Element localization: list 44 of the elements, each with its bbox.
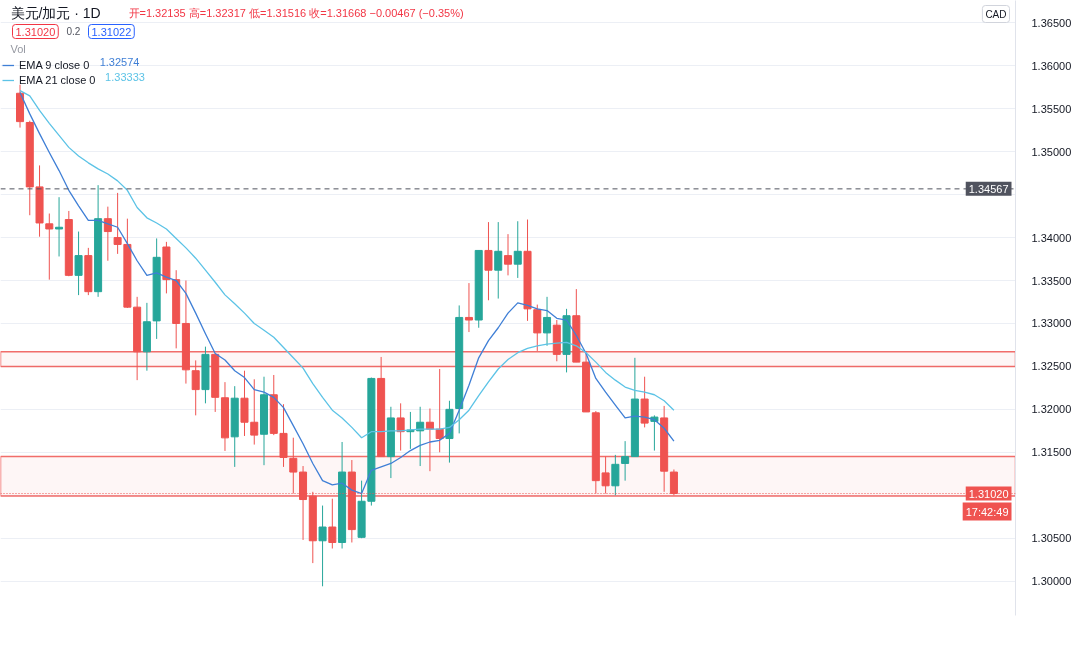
legend-label: EMA 21 close 0 [19,73,96,86]
candlestick [484,221,493,301]
y-tick-label: 1.33000 [1031,317,1072,330]
y-tick-label: 1.33500 [1031,274,1072,287]
annotation: 1.31020 [15,25,56,38]
y-tick-label: 1.30500 [1031,532,1072,545]
candlestick [503,233,513,276]
y-tick-label: 1.30000 [1031,575,1072,588]
y-axis-title: CAD [985,8,1007,20]
candlestick [318,505,327,587]
candlestick [396,402,405,452]
y-tick-label: 1.32000 [1031,403,1072,416]
ref-line-label: 1.31020 [968,487,1009,500]
candlestick [543,296,552,347]
annotation: Vol [10,42,26,55]
y-tick-label: 1.35500 [1031,102,1072,115]
candlestick [464,282,473,333]
annotation: 0.2 [66,25,81,37]
legend-label: EMA 9 close 0 [19,58,90,71]
annotation: 1.31022 [91,25,132,38]
candlestick [191,359,200,416]
text: 17:42:49 [965,505,1009,518]
ref-line-label: 1.34567 [968,182,1009,195]
y-tick-label: 1.36000 [1031,59,1072,72]
y-tick-label: 1.35000 [1031,145,1072,158]
candlestick [494,221,503,300]
candlestick [328,498,337,549]
candlestick [103,206,112,262]
y-tick-label: 1.34000 [1031,231,1072,244]
candlestick [513,220,522,279]
candlestick [611,454,620,496]
y-tick-label: 1.36500 [1031,16,1072,29]
candlestick [250,378,259,446]
candlestick [45,213,54,281]
candlestick [55,196,64,257]
annotation: 1.32574 [99,56,140,68]
candlestick [74,231,83,296]
chart-title: 美元/加元 · 1D [10,4,101,21]
text: 开=1.32135 高=1.32317 低=1.31516 收=1.31668 −0.00467 (−0.35%) [128,6,464,19]
annotation: 1.33333 [105,71,145,83]
candlestick [533,304,542,352]
y-tick-label: 1.31500 [1031,446,1072,459]
candlestick [621,440,630,482]
y-tick-label: 1.32500 [1031,360,1072,373]
